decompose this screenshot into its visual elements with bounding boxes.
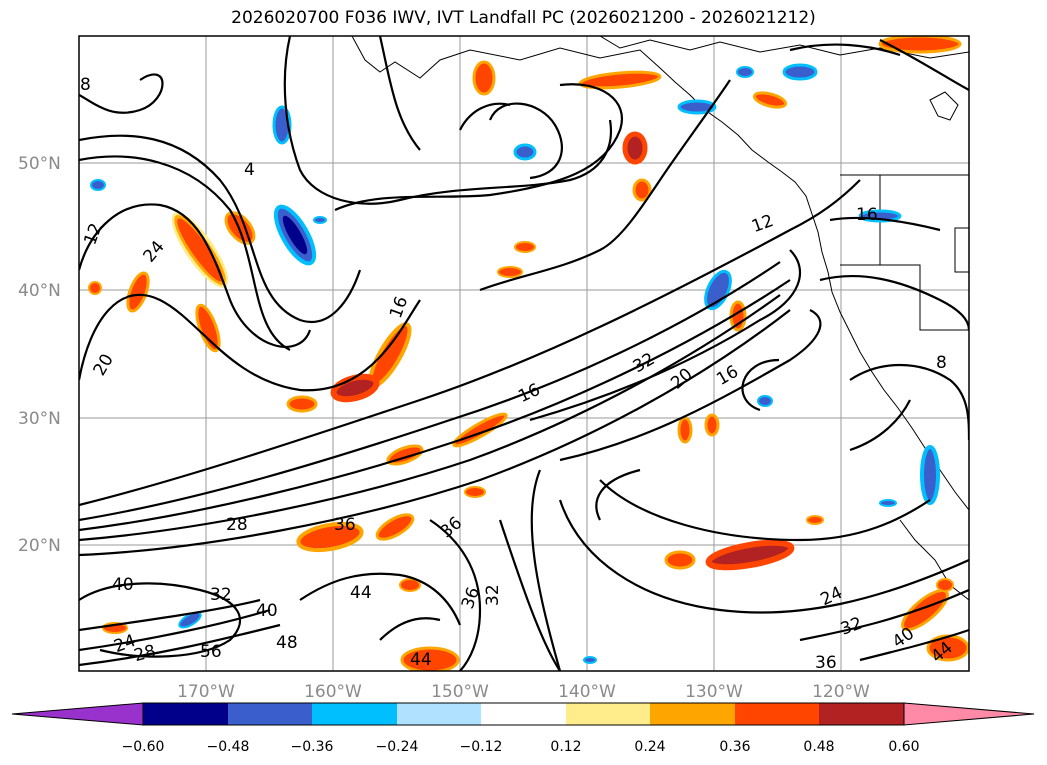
contour-label-8-nw: 8 xyxy=(80,75,91,95)
ivt-positive-shading xyxy=(88,36,969,671)
contour-label-8-e: 8 xyxy=(936,353,947,373)
colorbar-tick-1: −0.60 xyxy=(122,739,165,755)
lon-label-130w: 130°W xyxy=(685,682,743,702)
colorbar-tick-8: 0.36 xyxy=(719,739,750,755)
colorbar-bin-2 xyxy=(228,703,312,725)
colorbar-bin-1 xyxy=(143,703,228,725)
lat-label-20n: 20°N xyxy=(18,536,61,556)
colorbar-bin-8 xyxy=(735,703,819,725)
colorbar-bin-5 xyxy=(481,703,566,725)
lon-label-120w: 120°W xyxy=(812,682,870,702)
colorbar-tick-3: −0.36 xyxy=(291,739,334,755)
map-panel xyxy=(79,36,969,671)
colorbar-tick-10: 0.60 xyxy=(888,739,919,755)
colorbar-bin-9 xyxy=(819,703,904,725)
contour-label-44-ss: 44 xyxy=(410,650,432,670)
colorbar-bin-6 xyxy=(566,703,650,725)
lon-label-170w: 170°W xyxy=(177,682,235,702)
colorbar-tick-2: −0.48 xyxy=(207,739,250,755)
contour-label-44-s: 44 xyxy=(350,583,372,603)
lat-label-50n: 50°N xyxy=(18,154,61,174)
latitude-labels: 50°N 40°N 30°N 20°N xyxy=(18,154,61,556)
colorbar-extend-low xyxy=(11,702,144,726)
colorbar-tick-6: 0.12 xyxy=(550,739,581,755)
colorbar-extend-high xyxy=(903,702,1035,726)
contour-label-4: 4 xyxy=(244,160,255,180)
ivt-negative-shading xyxy=(90,63,940,664)
colorbar-tick-5: −0.12 xyxy=(460,739,503,755)
lon-label-150w: 150°W xyxy=(431,682,489,702)
lat-label-30n: 30°N xyxy=(18,409,61,429)
plot-title: 2026020700 F036 IWV, IVT Landfall PC (20… xyxy=(231,8,816,28)
contour-label-40-s: 40 xyxy=(256,601,278,621)
graticule xyxy=(79,36,969,671)
contour-label-32-s: 32 xyxy=(483,584,503,606)
colorbar-bin-4 xyxy=(397,703,481,725)
contour-label-36-mid: 36 xyxy=(334,515,356,535)
colorbar-tick-4: −0.24 xyxy=(376,739,419,755)
colorbar-tick-9: 0.48 xyxy=(803,739,834,755)
contour-label-36-se: 36 xyxy=(815,653,837,673)
colorbar-tick-7: 0.24 xyxy=(634,739,665,755)
lon-label-140w: 140°W xyxy=(558,682,616,702)
contour-label-48: 48 xyxy=(276,633,298,653)
colorbar-bin-7 xyxy=(650,703,735,725)
lat-label-40n: 40°N xyxy=(18,281,61,301)
longitude-labels: 170°W 160°W 150°W 140°W 130°W 120°W xyxy=(177,682,870,702)
map-frame xyxy=(78,35,970,672)
lon-label-160w: 160°W xyxy=(304,682,362,702)
contour-label-16-ne: 16 xyxy=(856,205,878,225)
contour-label-56: 56 xyxy=(200,642,222,662)
contour-label-40-sw: 40 xyxy=(112,575,134,595)
contour-label-28: 28 xyxy=(226,515,248,535)
iwv-contours xyxy=(79,36,969,671)
colorbar: −0.60 −0.48 −0.36 −0.24 −0.12 0.12 0.24 … xyxy=(11,702,1035,755)
contour-label-32-sw: 32 xyxy=(210,585,232,605)
colorbar-bin-3 xyxy=(312,703,397,725)
